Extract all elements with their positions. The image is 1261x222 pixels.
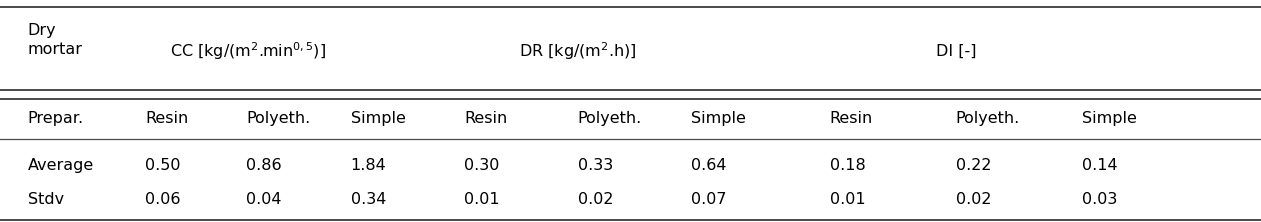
- Text: Resin: Resin: [464, 111, 507, 126]
- Text: 0.02: 0.02: [956, 192, 991, 207]
- Text: 0.03: 0.03: [1082, 192, 1117, 207]
- Text: Polyeth.: Polyeth.: [246, 111, 310, 126]
- Text: 0.86: 0.86: [246, 158, 281, 173]
- Text: 0.30: 0.30: [464, 158, 499, 173]
- Text: 0.50: 0.50: [145, 158, 180, 173]
- Text: Simple: Simple: [351, 111, 406, 126]
- Text: Resin: Resin: [830, 111, 873, 126]
- Text: 0.18: 0.18: [830, 158, 865, 173]
- Text: Polyeth.: Polyeth.: [578, 111, 642, 126]
- Text: Polyeth.: Polyeth.: [956, 111, 1020, 126]
- Text: 0.01: 0.01: [830, 192, 865, 207]
- Text: 0.22: 0.22: [956, 158, 991, 173]
- Text: Simple: Simple: [691, 111, 747, 126]
- Text: 0.07: 0.07: [691, 192, 726, 207]
- Text: 0.34: 0.34: [351, 192, 386, 207]
- Text: Average: Average: [28, 158, 95, 173]
- Text: Prepar.: Prepar.: [28, 111, 84, 126]
- Text: DR [kg/(m$^2$.h)]: DR [kg/(m$^2$.h)]: [518, 40, 637, 62]
- Text: 0.33: 0.33: [578, 158, 613, 173]
- Text: Resin: Resin: [145, 111, 188, 126]
- Text: Simple: Simple: [1082, 111, 1137, 126]
- Text: 0.06: 0.06: [145, 192, 180, 207]
- Text: 1.84: 1.84: [351, 158, 386, 173]
- Text: 0.04: 0.04: [246, 192, 281, 207]
- Text: 0.01: 0.01: [464, 192, 499, 207]
- Text: DI [-]: DI [-]: [936, 44, 976, 59]
- Text: 0.64: 0.64: [691, 158, 726, 173]
- Text: Stdv: Stdv: [28, 192, 64, 207]
- Text: CC [kg/(m$^2$.min$^{0,5}$)]: CC [kg/(m$^2$.min$^{0,5}$)]: [170, 40, 327, 62]
- Text: 0.02: 0.02: [578, 192, 613, 207]
- Text: 0.14: 0.14: [1082, 158, 1117, 173]
- Text: Dry
mortar: Dry mortar: [28, 23, 83, 57]
